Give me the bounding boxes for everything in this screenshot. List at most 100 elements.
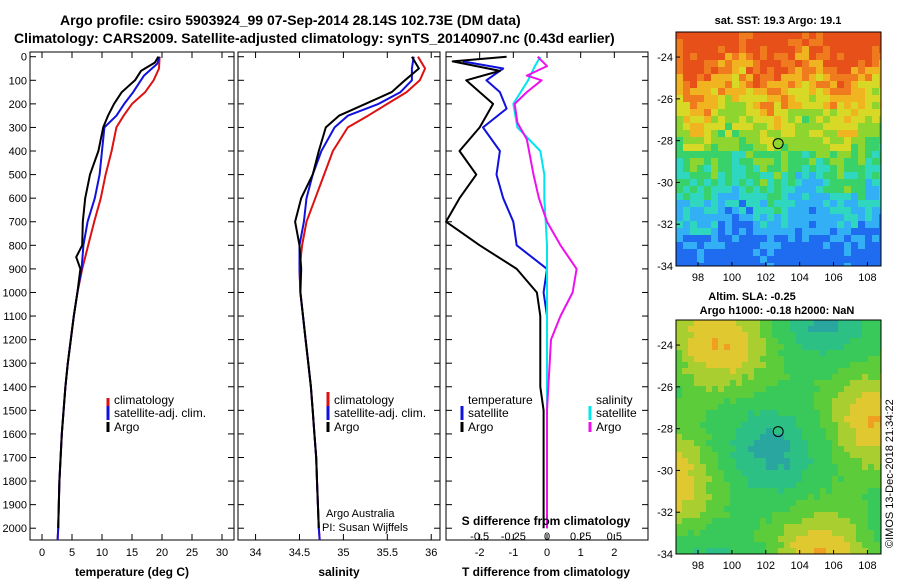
map-y-tick-label: -30	[657, 465, 673, 477]
heatmap-cell	[711, 102, 718, 109]
heatmap-cell	[851, 67, 858, 74]
heatmap-cell	[874, 374, 880, 380]
heatmap-cell	[838, 398, 844, 404]
heatmap-cell	[796, 428, 802, 434]
heatmap-cell	[844, 374, 850, 380]
heatmap-cell	[830, 95, 837, 102]
heatmap-cell	[832, 332, 838, 338]
heatmap-cell	[688, 488, 694, 494]
heatmap-cell	[838, 368, 844, 374]
heatmap-cell	[778, 368, 784, 374]
heatmap-cell	[844, 256, 851, 263]
heatmap-cell	[753, 39, 760, 46]
heatmap-cell	[774, 235, 781, 242]
heatmap-cell	[748, 464, 754, 470]
heatmap-cell	[784, 458, 790, 464]
heatmap-cell	[808, 374, 814, 380]
salinity-legend: climatology satellite-adj. clim. Argo	[326, 392, 426, 434]
heatmap-cell	[772, 428, 778, 434]
heatmap-cell	[739, 228, 746, 235]
heatmap-cell	[784, 398, 790, 404]
heatmap-cell	[844, 416, 850, 422]
heatmap-cell	[868, 434, 874, 440]
heatmap-cell	[682, 488, 688, 494]
heatmap-cell	[844, 530, 850, 536]
heatmap-cell	[820, 392, 826, 398]
heatmap-cell	[718, 410, 724, 416]
heatmap-cell	[732, 88, 739, 95]
heatmap-cell	[676, 172, 683, 179]
heatmap-cell	[766, 374, 772, 380]
heatmap-cell	[850, 326, 856, 332]
heatmap-cell	[706, 344, 712, 350]
heatmap-cell	[748, 518, 754, 524]
heatmap-cell	[676, 32, 683, 39]
heatmap-cell	[694, 374, 700, 380]
heatmap-cell	[742, 530, 748, 536]
heatmap-cell	[788, 137, 795, 144]
heatmap-cell	[774, 193, 781, 200]
heatmap-cell	[700, 398, 706, 404]
heatmap-cell	[697, 165, 704, 172]
heatmap-cell	[781, 242, 788, 249]
heatmap-cell	[700, 386, 706, 392]
heatmap-cell	[682, 368, 688, 374]
heatmap-cell	[874, 428, 880, 434]
heatmap-cell	[694, 350, 700, 356]
heatmap-cell	[879, 263, 881, 266]
heatmap-cell	[838, 482, 844, 488]
heatmap-cell	[690, 214, 697, 221]
heatmap-cell	[850, 398, 856, 404]
heatmap-cell	[683, 221, 690, 228]
heatmap-cell	[742, 380, 748, 386]
heatmap-cell	[730, 344, 736, 350]
heatmap-cell	[772, 338, 778, 344]
heatmap-cell	[790, 404, 796, 410]
heatmap-cell	[830, 144, 837, 151]
heatmap-cell	[874, 506, 880, 512]
s-tick-label: 0	[544, 531, 550, 543]
heatmap-cell	[872, 179, 879, 186]
heatmap-cell	[676, 193, 683, 200]
heatmap-cell	[688, 434, 694, 440]
heatmap-cell	[809, 32, 816, 39]
heatmap-cell	[688, 458, 694, 464]
heatmap-cell	[718, 476, 724, 482]
heatmap-cell	[767, 179, 774, 186]
heatmap-cell	[781, 228, 788, 235]
heatmap-cell	[760, 60, 767, 67]
heatmap-cell	[697, 102, 704, 109]
heatmap-cell	[760, 116, 767, 123]
legend-s-satellite-label: satellite	[596, 406, 637, 420]
heatmap-cell	[682, 524, 688, 530]
heatmap-cell	[802, 482, 808, 488]
sla-map-tick-labels: 98 100 102 104 106 108-24-26-28-30-32-34	[657, 340, 877, 572]
heatmap-cell	[830, 116, 837, 123]
heatmap-cell	[838, 422, 844, 428]
heatmap-cell	[688, 338, 694, 344]
heatmap-cell	[736, 338, 742, 344]
heatmap-cell	[711, 179, 718, 186]
heatmap-cell	[865, 46, 872, 53]
heatmap-cell	[683, 46, 690, 53]
heatmap-cell	[862, 548, 868, 554]
heatmap-cell	[832, 518, 838, 524]
heatmap-cell	[732, 186, 739, 193]
heatmap-cell	[760, 548, 766, 554]
heatmap-cell	[704, 214, 711, 221]
heatmap-cell	[676, 494, 682, 500]
heatmap-cell	[700, 440, 706, 446]
heatmap-cell	[838, 458, 844, 464]
heatmap-cell	[739, 263, 746, 266]
heatmap-cell	[808, 470, 814, 476]
heatmap-cell	[784, 362, 790, 368]
heatmap-cell	[826, 524, 832, 530]
heatmap-cell	[832, 368, 838, 374]
heatmap-cell	[809, 67, 816, 74]
heatmap-cell	[676, 320, 682, 326]
heatmap-cell	[788, 53, 795, 60]
heatmap-cell	[732, 179, 739, 186]
heatmap-cell	[796, 422, 802, 428]
heatmap-cell	[778, 350, 784, 356]
heatmap-cell	[823, 88, 830, 95]
